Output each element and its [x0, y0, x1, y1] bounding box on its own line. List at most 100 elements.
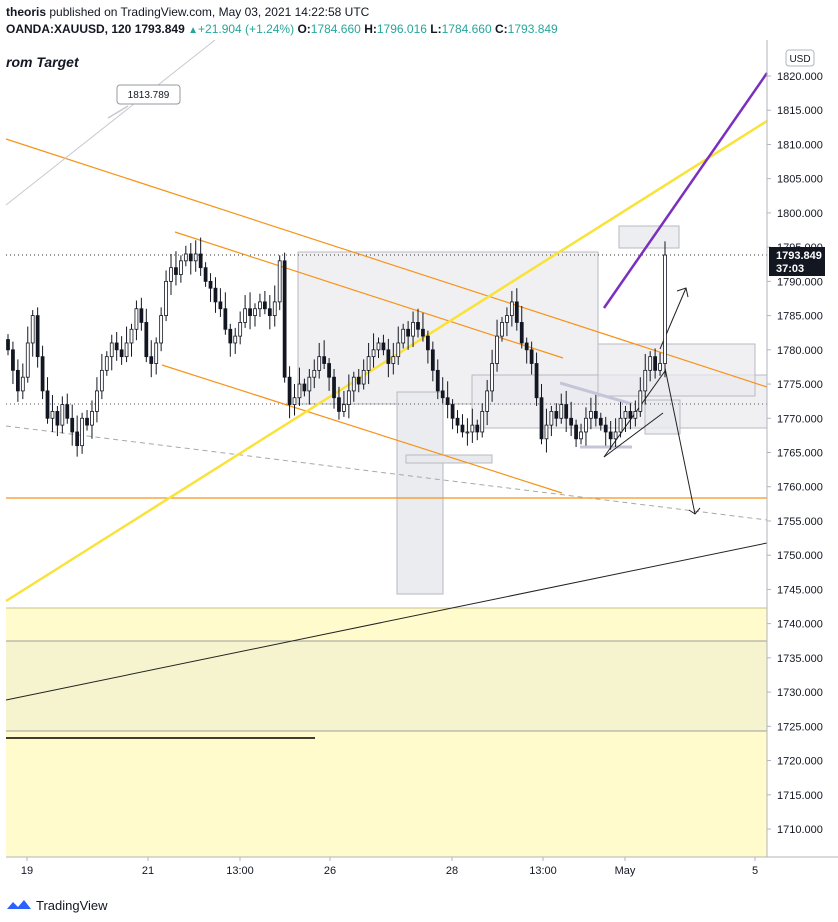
- candle[interactable]: [628, 403, 633, 430]
- candle[interactable]: [327, 358, 331, 391]
- candle[interactable]: [416, 308, 420, 338]
- candle[interactable]: [90, 400, 94, 439]
- candle[interactable]: [371, 333, 376, 368]
- candle[interactable]: [322, 340, 327, 369]
- candle[interactable]: [198, 237, 203, 276]
- candle[interactable]: [129, 323, 134, 357]
- candle[interactable]: [109, 334, 114, 371]
- candle[interactable]: [169, 253, 173, 296]
- range-box-tall[interactable]: [396, 391, 444, 595]
- candle[interactable]: [648, 351, 653, 382]
- candle[interactable]: [277, 255, 282, 311]
- candle[interactable]: [480, 403, 485, 438]
- candle[interactable]: [104, 351, 109, 376]
- candle[interactable]: [376, 337, 381, 359]
- candle[interactable]: [361, 359, 366, 390]
- candle[interactable]: [114, 332, 119, 361]
- candle[interactable]: [351, 371, 356, 402]
- candle[interactable]: [529, 341, 534, 375]
- candle[interactable]: [183, 245, 188, 267]
- candle[interactable]: [233, 327, 238, 354]
- candle[interactable]: [524, 337, 529, 364]
- candle[interactable]: [554, 403, 559, 427]
- candle[interactable]: [381, 334, 386, 356]
- candle[interactable]: [193, 240, 198, 272]
- candle[interactable]: [119, 336, 124, 365]
- candle[interactable]: [174, 251, 178, 286]
- candle[interactable]: [633, 400, 638, 427]
- candle[interactable]: [159, 307, 164, 352]
- candle[interactable]: [70, 404, 75, 446]
- flag-line[interactable]: [559, 381, 633, 406]
- small-box[interactable]: [644, 399, 681, 435]
- candle[interactable]: [80, 412, 84, 454]
- candle[interactable]: [20, 363, 25, 400]
- candle[interactable]: [514, 288, 519, 331]
- purple-trendline[interactable]: [602, 72, 769, 309]
- candle[interactable]: [519, 306, 524, 349]
- candle[interactable]: [253, 303, 257, 327]
- candle[interactable]: [509, 290, 514, 327]
- candle[interactable]: [534, 352, 539, 406]
- candle[interactable]: [455, 410, 460, 434]
- candle[interactable]: [613, 418, 618, 448]
- price-chart[interactable]: 1813.789 rom Target 1710.000 1715.000 1720…: [0, 40, 838, 895]
- range-box-upper[interactable]: [597, 343, 756, 397]
- candle[interactable]: [445, 381, 450, 419]
- candle[interactable]: [154, 337, 159, 375]
- candle[interactable]: [603, 416, 608, 446]
- arrow-down-icon[interactable]: [664, 367, 701, 515]
- dashed-trendline[interactable]: [5, 425, 768, 521]
- candle[interactable]: [593, 394, 598, 427]
- candle[interactable]: [366, 342, 371, 385]
- candle[interactable]: [435, 359, 440, 400]
- candle[interactable]: [396, 326, 401, 365]
- price-axis[interactable]: 1710.000 1715.000 1720.000 1725.000 1730.000…: [767, 71, 823, 836]
- candle[interactable]: [584, 407, 588, 446]
- candle[interactable]: [267, 295, 272, 330]
- candle[interactable]: [223, 292, 228, 335]
- candle[interactable]: [317, 342, 322, 379]
- candle[interactable]: [658, 352, 662, 376]
- candle[interactable]: [411, 311, 415, 348]
- candle[interactable]: [149, 340, 154, 378]
- candle[interactable]: [144, 308, 149, 363]
- candle[interactable]: [440, 377, 445, 404]
- candle[interactable]: [287, 366, 292, 419]
- candle[interactable]: [623, 405, 628, 432]
- candle[interactable]: [391, 342, 396, 375]
- candle[interactable]: [139, 297, 144, 331]
- price-tag[interactable]: 1813.789: [116, 84, 181, 105]
- candle[interactable]: [460, 414, 465, 438]
- candle[interactable]: [401, 323, 406, 349]
- candle[interactable]: [243, 295, 247, 328]
- black-trendline[interactable]: [5, 542, 768, 701]
- candle[interactable]: [60, 396, 65, 434]
- candle[interactable]: [406, 321, 411, 350]
- candle[interactable]: [164, 270, 168, 322]
- candle[interactable]: [549, 405, 554, 437]
- candle[interactable]: [50, 394, 55, 432]
- candle[interactable]: [99, 353, 104, 400]
- candle[interactable]: [589, 397, 593, 430]
- candle[interactable]: [95, 377, 99, 423]
- candle[interactable]: [124, 326, 129, 363]
- orange-channel-top[interactable]: [5, 138, 768, 388]
- candle[interactable]: [544, 408, 549, 453]
- candle[interactable]: [203, 262, 208, 287]
- candle[interactable]: [188, 243, 193, 275]
- candle[interactable]: [297, 367, 302, 406]
- author-name[interactable]: theoris: [6, 5, 47, 19]
- candle[interactable]: [421, 312, 425, 342]
- candle[interactable]: [179, 255, 183, 283]
- candle[interactable]: [495, 319, 499, 372]
- candle[interactable]: [356, 368, 361, 393]
- candle[interactable]: [569, 401, 574, 437]
- footer-brand[interactable]: TradingView: [6, 895, 108, 915]
- candle[interactable]: [564, 390, 569, 432]
- candle[interactable]: [490, 349, 494, 402]
- candle[interactable]: [539, 384, 544, 445]
- candle[interactable]: [643, 353, 648, 405]
- candle[interactable]: [450, 399, 455, 430]
- candle[interactable]: [213, 277, 218, 313]
